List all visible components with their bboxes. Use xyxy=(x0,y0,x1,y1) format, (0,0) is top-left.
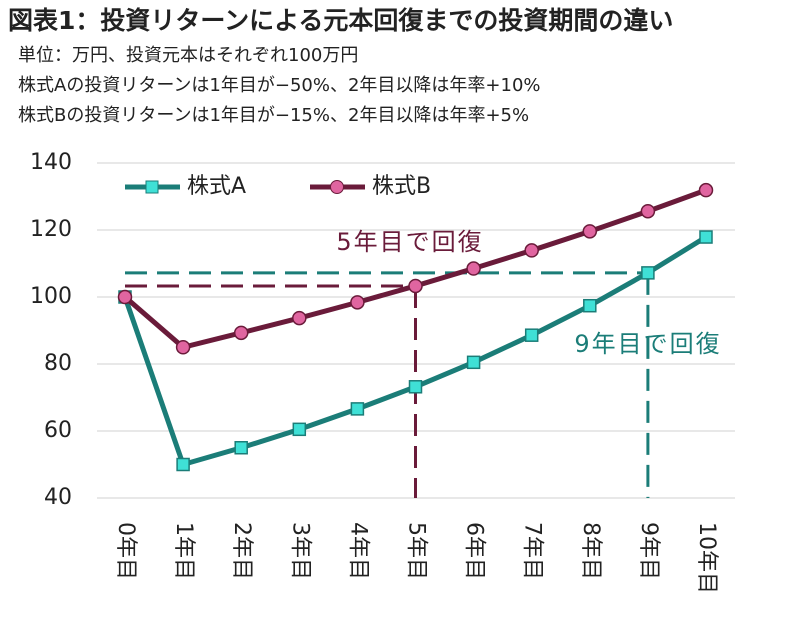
marker xyxy=(292,310,307,326)
y-tick-label: 100 xyxy=(30,284,72,309)
marker xyxy=(640,203,656,219)
marker xyxy=(582,224,598,239)
marker xyxy=(641,266,655,280)
y-tick-label: 80 xyxy=(44,351,72,376)
marker xyxy=(408,278,423,294)
x-tick-label: 9年目 xyxy=(636,522,661,580)
subtitle: 株式Aの投資リターンは1年目が−50%、2年目以降は年率+10% xyxy=(18,75,541,96)
marker xyxy=(117,289,133,305)
marker xyxy=(175,340,191,355)
annotation: 9年目で回復 xyxy=(574,330,721,358)
x-tick-label: 2年目 xyxy=(229,522,254,580)
subtitle: 株式Bの投資リターンは1年目が−15%、2年目以降は年率+5% xyxy=(18,105,529,126)
marker xyxy=(292,422,307,437)
x-tick-label: 7年目 xyxy=(520,522,545,580)
y-tick-label: 40 xyxy=(44,485,72,510)
x-tick-label: 5年目 xyxy=(404,522,429,580)
marker xyxy=(466,261,481,276)
marker xyxy=(233,325,249,341)
y-tick-label: 60 xyxy=(44,418,72,443)
x-tick-label: 8年目 xyxy=(578,522,603,580)
marker xyxy=(234,441,248,455)
x-tick-label: 1年目 xyxy=(171,522,196,580)
annotation: 5年目で回復 xyxy=(336,228,483,256)
marker xyxy=(350,295,365,310)
legend-label: 株式B xyxy=(372,174,431,199)
y-tick-label: 120 xyxy=(30,217,72,242)
subtitle: 単位：万円、投資元本はそれぞれ100万円 xyxy=(18,45,358,66)
marker xyxy=(350,402,365,416)
x-tick-label: 10年目 xyxy=(694,522,719,594)
x-tick-label: 3年目 xyxy=(287,522,312,580)
marker xyxy=(699,230,713,244)
marker xyxy=(176,457,190,472)
legend-marker xyxy=(330,180,344,194)
marker xyxy=(524,328,539,342)
marker xyxy=(698,182,714,198)
legend-marker xyxy=(145,180,159,194)
x-tick-label: 4年目 xyxy=(345,522,370,580)
chart-title: 図表1：投資リターンによる元本回復までの投資期間の違い xyxy=(8,6,673,35)
legend-label: 株式A xyxy=(187,174,246,199)
x-tick-label: 0年目 xyxy=(113,522,138,580)
marker xyxy=(524,243,539,258)
marker xyxy=(583,298,597,313)
marker xyxy=(408,380,423,394)
x-tick-label: 6年目 xyxy=(462,522,487,580)
marker xyxy=(466,355,481,370)
y-tick-label: 140 xyxy=(30,150,72,175)
